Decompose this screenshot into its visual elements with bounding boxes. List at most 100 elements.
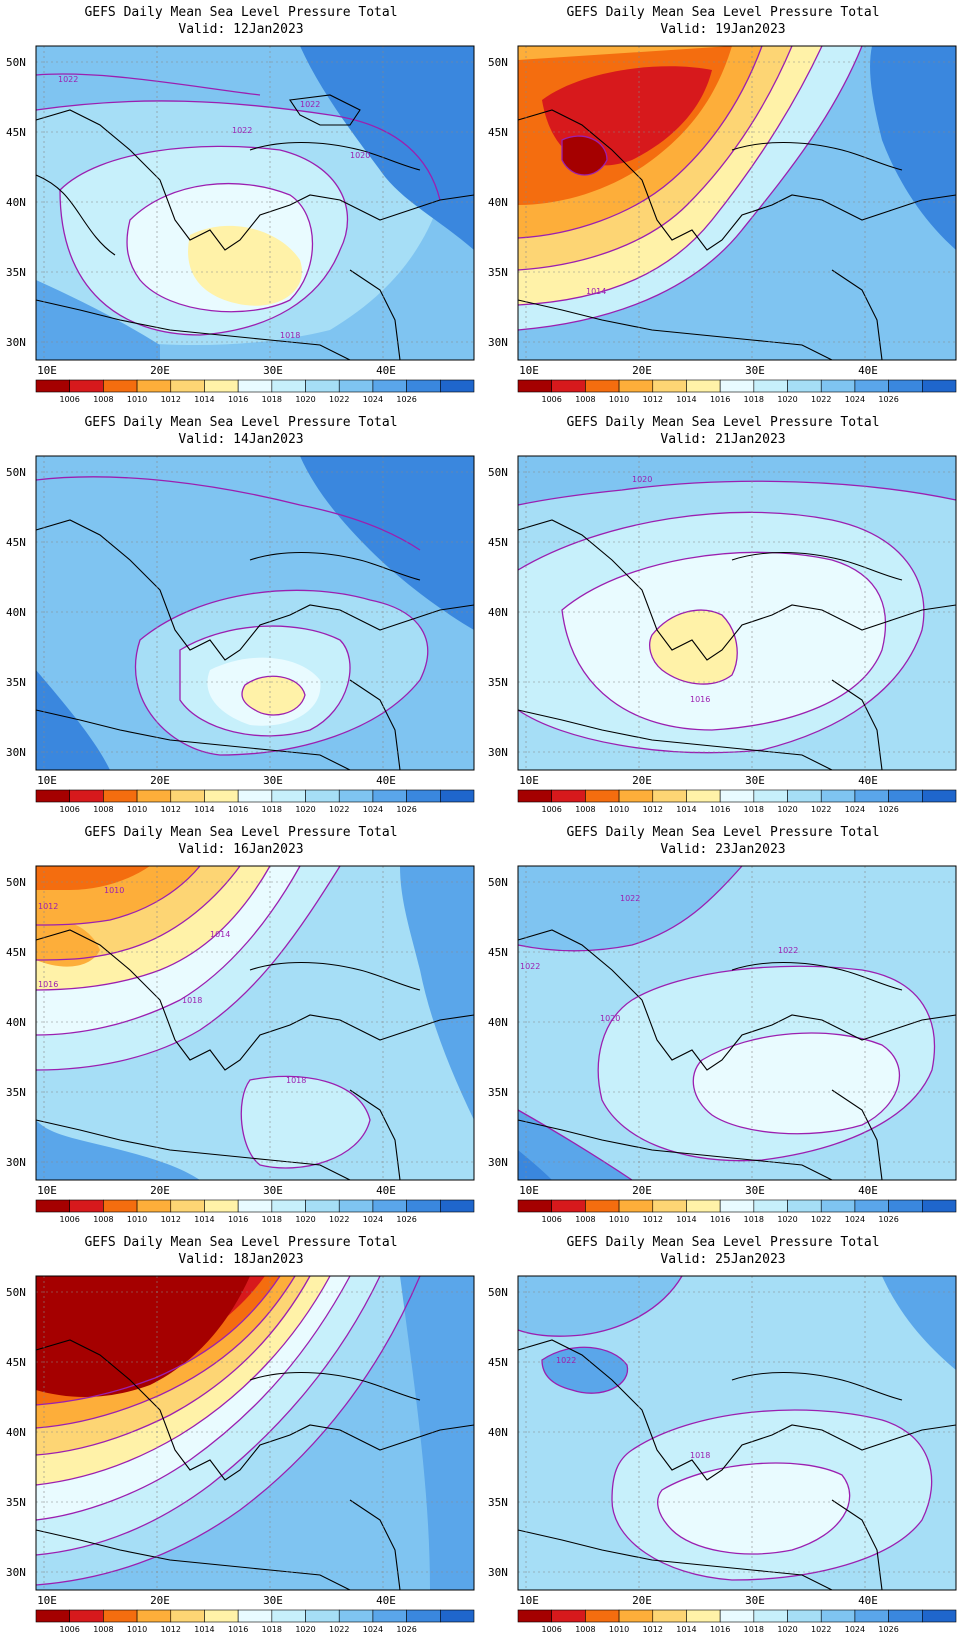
colorbar-label: 1022 xyxy=(329,395,349,404)
panel-valid-date: Valid: 23Jan2023 xyxy=(660,842,786,857)
colorbar-label: 1016 xyxy=(710,1625,730,1634)
colorbar-swatch xyxy=(888,789,923,803)
colorbar-swatch xyxy=(820,789,856,803)
colorbar-label: 1010 xyxy=(609,805,629,814)
colorbar-swatch xyxy=(517,789,552,803)
colorbar-swatch xyxy=(618,1199,654,1213)
coastlines xyxy=(517,109,957,361)
lat-label: 30N xyxy=(488,336,508,349)
colorbar-label: 1012 xyxy=(161,1625,181,1634)
colorbar-swatch xyxy=(686,379,721,393)
colorbar-swatch xyxy=(517,379,552,393)
colorbar-label: 1026 xyxy=(878,805,898,814)
colorbar-swatch xyxy=(922,1609,957,1623)
colorbar-label: 1016 xyxy=(710,805,730,814)
contour-label: 1016 xyxy=(690,695,710,704)
colorbar-label: 1022 xyxy=(329,805,349,814)
colorbar-swatch xyxy=(136,1609,172,1623)
colorbar-label: 1008 xyxy=(575,395,595,404)
colorbar-swatch xyxy=(922,789,957,803)
lat-label: 45N xyxy=(488,1356,508,1369)
colorbar-swatch xyxy=(35,789,70,803)
lat-label: 40N xyxy=(6,606,26,619)
colorbar-swatch xyxy=(551,1199,586,1213)
field-band-1024-sw xyxy=(36,280,160,360)
colorbar-label: 1024 xyxy=(363,395,383,404)
colorbar-swatch xyxy=(854,379,889,393)
colorbar-swatch xyxy=(69,789,104,803)
contour-labels: 1014 xyxy=(586,287,606,296)
colorbar-label: 1020 xyxy=(777,1625,797,1634)
colorbar-swatch xyxy=(103,1199,138,1213)
colorbar-label: 1024 xyxy=(363,805,383,814)
colorbar-swatch xyxy=(305,1199,340,1213)
colorbar-swatch xyxy=(204,789,239,803)
contour-label: 1022 xyxy=(520,962,540,971)
colorbar-swatch xyxy=(372,789,407,803)
lon-label: 10E xyxy=(519,1184,539,1197)
panel-title: GEFS Daily Mean Sea Level Pressure Total xyxy=(566,5,880,20)
pressure-map: 50N 45N 40N 35N 30N 10E 20E 30E 40E 1006… xyxy=(6,1275,475,1634)
colorbar-label: 1016 xyxy=(710,395,730,404)
colorbar-label: 1026 xyxy=(396,395,416,404)
colorbar-label: 1024 xyxy=(845,395,865,404)
lat-label: 50N xyxy=(6,466,26,479)
colorbar-swatch xyxy=(170,1609,205,1623)
colorbar-label: 1014 xyxy=(676,1215,696,1224)
colorbar-label: 1010 xyxy=(127,805,147,814)
colorbar-label: 1020 xyxy=(777,1215,797,1224)
colorbar-swatch xyxy=(69,1199,104,1213)
colorbar-label: 1018 xyxy=(744,1625,764,1634)
colorbar: 1006 1008 1010 1012 1014 1016 1018 1020 1022 1024… xyxy=(35,789,475,814)
contour-label: 1018 xyxy=(286,1076,306,1085)
lat-label: 45N xyxy=(6,126,26,139)
colorbar-swatch xyxy=(585,789,620,803)
colorbar-swatch xyxy=(237,789,273,803)
panel-valid-date: Valid: 25Jan2023 xyxy=(660,1252,786,1267)
colorbar-swatch xyxy=(820,1199,856,1213)
contour-label: 1022 xyxy=(300,100,320,109)
colorbar-swatch xyxy=(35,1609,70,1623)
lat-label: 30N xyxy=(488,1566,508,1579)
panel-title: GEFS Daily Mean Sea Level Pressure Total xyxy=(84,825,398,840)
lat-label: 50N xyxy=(6,876,26,889)
colorbar-label: 1010 xyxy=(609,1215,629,1224)
lat-label: 35N xyxy=(6,1496,26,1509)
colorbar-swatch xyxy=(787,379,822,393)
colorbar-swatch xyxy=(271,379,306,393)
colorbar-swatch xyxy=(787,1609,822,1623)
colorbar-label: 1022 xyxy=(329,1625,349,1634)
lat-label: 35N xyxy=(6,266,26,279)
lon-label: 10E xyxy=(37,364,57,377)
colorbar-label: 1022 xyxy=(811,1625,831,1634)
colorbar-label: 1006 xyxy=(60,1625,80,1634)
colorbar-label: 1008 xyxy=(575,1625,595,1634)
colorbar-label: 1022 xyxy=(811,1215,831,1224)
colorbar-swatch xyxy=(652,789,687,803)
colorbar-label: 1020 xyxy=(777,395,797,404)
lon-label: 40E xyxy=(376,1184,396,1197)
colorbar-swatch xyxy=(753,379,788,393)
colorbar-label: 1006 xyxy=(542,395,562,404)
colorbar: 1006 1008 1010 1012 1014 1016 1018 1020 1022 1024… xyxy=(35,1199,475,1224)
lat-label: 45N xyxy=(6,1356,26,1369)
pressure-map: 1022 1022 1022 1020 50N 45N 40N 35N 30N … xyxy=(488,865,957,1224)
lat-label: 40N xyxy=(6,196,26,209)
lat-label: 40N xyxy=(488,1426,508,1439)
colorbar-swatch xyxy=(854,789,889,803)
colorbar-label: 1014 xyxy=(676,395,696,404)
colorbar-swatch xyxy=(170,1199,205,1213)
panel-valid-date: Valid: 12Jan2023 xyxy=(178,22,304,37)
contour-label: 1010 xyxy=(104,886,124,895)
colorbar-label: 1012 xyxy=(643,395,663,404)
colorbar: 1006 1008 1010 1012 1014 1016 1018 1020 1022 1024… xyxy=(517,789,957,814)
colorbar-label: 1018 xyxy=(262,395,282,404)
colorbar-swatch xyxy=(719,1199,755,1213)
lat-label: 30N xyxy=(6,746,26,759)
colorbar-label: 1024 xyxy=(845,805,865,814)
lat-label: 40N xyxy=(488,1016,508,1029)
colorbar-label: 1022 xyxy=(811,805,831,814)
isobars xyxy=(517,45,863,331)
lat-label: 35N xyxy=(488,1496,508,1509)
colorbar-label: 1024 xyxy=(845,1625,865,1634)
